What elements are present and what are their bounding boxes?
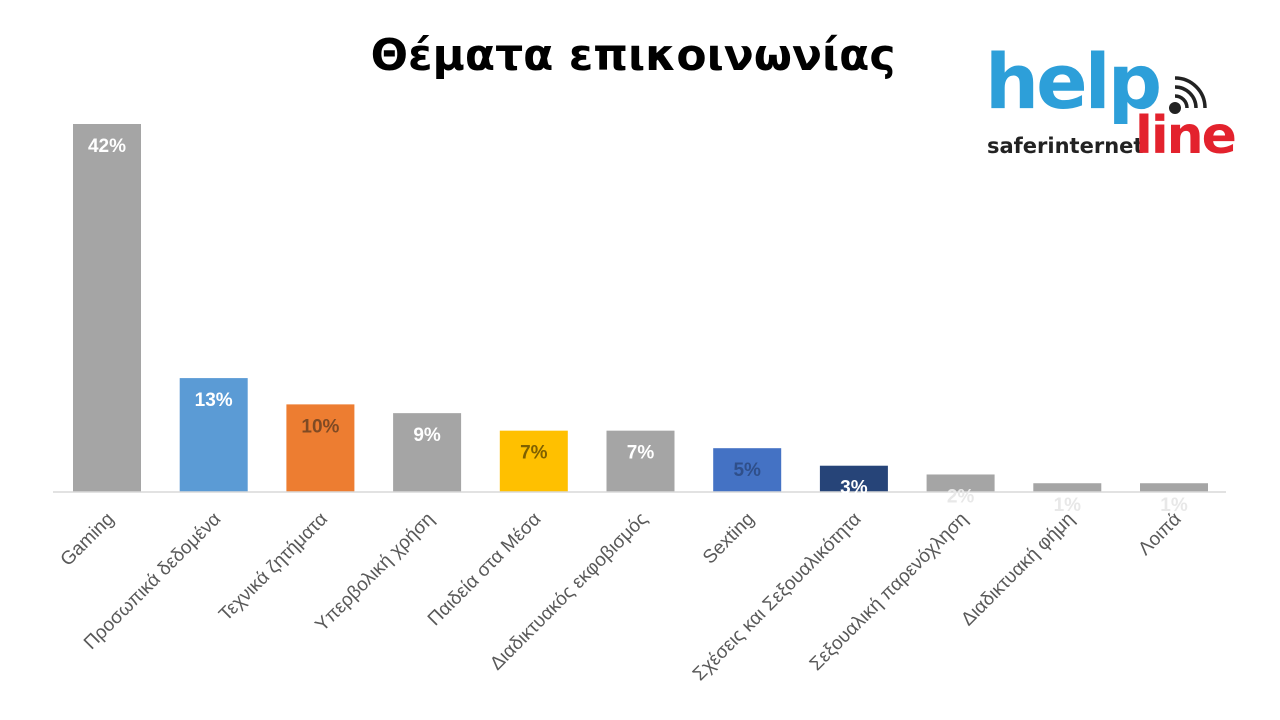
logo-saferinternet-text: saferinternet	[987, 134, 1144, 158]
category-label-7: Σχέσεις και Σεξουαλικότητα	[689, 509, 865, 685]
bar-6	[713, 448, 782, 492]
data-label-4: 7%	[520, 443, 548, 464]
signal-waves-icon	[1169, 76, 1207, 114]
category-label-10: Λοιπά	[1134, 509, 1185, 560]
bar-4	[499, 430, 568, 492]
category-label-6: Sexting	[699, 509, 759, 569]
bar-10	[1140, 483, 1208, 492]
data-label-0: 42%	[88, 136, 126, 157]
bar-2	[286, 404, 355, 492]
category-label-0: Gaming	[57, 509, 119, 571]
category-label-9: Διαδικτυακή φήμη	[957, 509, 1079, 631]
data-label-7: 3%	[840, 478, 868, 499]
data-label-9: 1%	[1054, 495, 1082, 516]
bars-group	[73, 124, 1208, 492]
bar-3	[393, 413, 462, 492]
chart-title: Θέματα επικοινωνίας	[370, 30, 896, 81]
data-label-3: 9%	[413, 425, 441, 446]
data-label-2: 10%	[301, 416, 339, 437]
data-label-5: 7%	[627, 443, 655, 464]
bar-1	[179, 378, 248, 492]
bar-5	[606, 430, 675, 492]
data-label-6: 5%	[733, 460, 761, 481]
bar-7	[819, 465, 888, 492]
logo-line-text: line	[1135, 106, 1237, 166]
logo-help-text: help	[985, 37, 1162, 126]
data-label-1: 13%	[195, 390, 233, 411]
bar-8	[926, 474, 995, 492]
bar-0	[73, 124, 141, 492]
data-label-10: 1%	[1160, 495, 1188, 516]
bar-9	[1033, 483, 1102, 492]
data-label-8: 2%	[947, 486, 975, 507]
data-labels-group: 42% 13% 10% 9% 7% 7% 5% 3% 2% 1% 1%	[88, 136, 1188, 516]
category-label-3: Υπερβολική χρήση	[311, 509, 438, 636]
helpline-logo: help saferinternet line	[985, 44, 1265, 168]
category-label-4: Παιδεία στα Μέσα	[424, 509, 545, 630]
category-label-2: Τεχνικά ζητήματα	[215, 509, 332, 626]
